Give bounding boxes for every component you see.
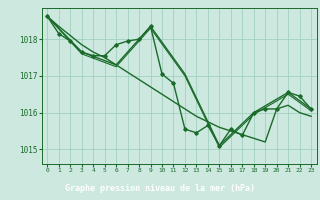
Text: Graphe pression niveau de la mer (hPa): Graphe pression niveau de la mer (hPa) <box>65 184 255 193</box>
